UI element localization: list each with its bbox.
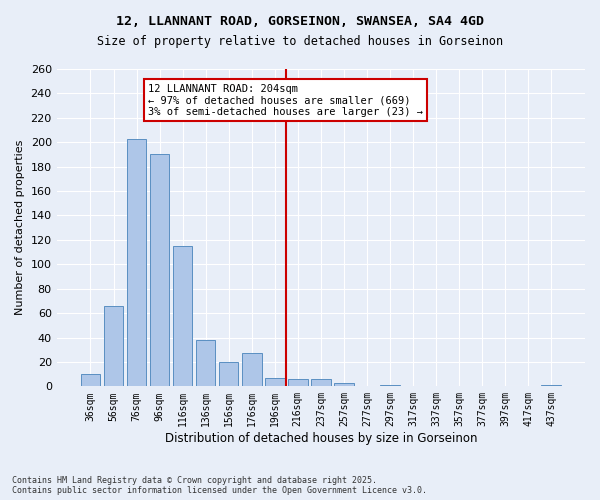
Bar bbox=[265, 378, 284, 386]
Bar bbox=[80, 374, 100, 386]
Bar bbox=[288, 379, 308, 386]
Bar bbox=[380, 385, 400, 386]
Bar bbox=[196, 340, 215, 386]
Bar bbox=[173, 246, 193, 386]
Bar bbox=[219, 362, 238, 386]
Bar bbox=[150, 154, 169, 386]
Bar bbox=[104, 306, 123, 386]
Text: 12 LLANNANT ROAD: 204sqm
← 97% of detached houses are smaller (669)
3% of semi-d: 12 LLANNANT ROAD: 204sqm ← 97% of detach… bbox=[148, 84, 423, 117]
Bar bbox=[242, 354, 262, 386]
Text: 12, LLANNANT ROAD, GORSEINON, SWANSEA, SA4 4GD: 12, LLANNANT ROAD, GORSEINON, SWANSEA, S… bbox=[116, 15, 484, 28]
Bar bbox=[334, 382, 353, 386]
X-axis label: Distribution of detached houses by size in Gorseinon: Distribution of detached houses by size … bbox=[164, 432, 477, 445]
Text: Size of property relative to detached houses in Gorseinon: Size of property relative to detached ho… bbox=[97, 35, 503, 48]
Text: Contains HM Land Registry data © Crown copyright and database right 2025.
Contai: Contains HM Land Registry data © Crown c… bbox=[12, 476, 427, 495]
Bar bbox=[541, 385, 561, 386]
Bar bbox=[311, 379, 331, 386]
Bar bbox=[127, 138, 146, 386]
Y-axis label: Number of detached properties: Number of detached properties bbox=[15, 140, 25, 316]
